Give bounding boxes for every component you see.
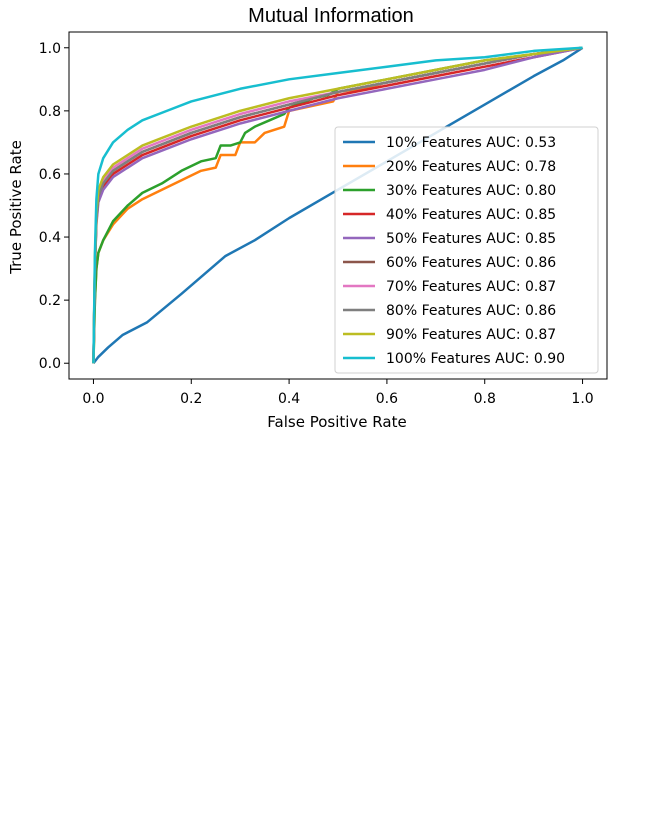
legend-label-9: 90% Features AUC: 0.87 bbox=[386, 327, 556, 343]
y-tick-label: 0.2 bbox=[39, 293, 61, 309]
x-tick-label: 0.6 bbox=[376, 391, 398, 407]
legend-label-2: 20% Features AUC: 0.78 bbox=[386, 159, 556, 175]
x-tick-label: 0.2 bbox=[180, 391, 202, 407]
legend-label-5: 50% Features AUC: 0.85 bbox=[386, 231, 556, 247]
x-axis-label: False Positive Rate bbox=[267, 413, 406, 431]
axes-frame bbox=[68, 31, 608, 380]
legend-label-6: 60% Features AUC: 0.86 bbox=[386, 255, 556, 271]
legend-label-1: 10% Features AUC: 0.53 bbox=[386, 135, 556, 151]
legend-label-10: 100% Features AUC: 0.90 bbox=[386, 351, 565, 367]
legend-label-3: 30% Features AUC: 0.80 bbox=[386, 183, 556, 199]
y-tick-label: 0.4 bbox=[39, 230, 61, 246]
legend-box bbox=[334, 126, 599, 374]
x-tick-label: 0.4 bbox=[278, 391, 300, 407]
plot-area bbox=[68, 31, 608, 380]
legend-label-4: 40% Features AUC: 0.85 bbox=[386, 207, 556, 223]
chart-title: Mutual Information bbox=[248, 5, 414, 27]
series-line-10 bbox=[92, 46, 583, 364]
x-tick-label: 0.0 bbox=[82, 391, 104, 407]
legend: 10% Features AUC: 0.53 20% Features AUC: … bbox=[334, 126, 599, 374]
y-tick-label: 0.0 bbox=[39, 356, 61, 372]
legend-items: 10% Features AUC: 0.53 20% Features AUC: … bbox=[343, 135, 565, 367]
x-tick-label: 0.8 bbox=[474, 391, 496, 407]
legend-label-7: 70% Features AUC: 0.87 bbox=[386, 279, 556, 295]
y-tick-label: 0.6 bbox=[39, 167, 61, 183]
legend-label-8: 80% Features AUC: 0.86 bbox=[386, 303, 556, 319]
y-axis: 0.0 0.2 0.4 0.6 0.8 1.0 bbox=[39, 41, 69, 372]
series-line-1 bbox=[92, 46, 584, 364]
y-tick-label: 1.0 bbox=[39, 41, 61, 57]
series-layer bbox=[92, 46, 584, 364]
y-axis-label: True Positive Rate bbox=[7, 140, 25, 275]
y-tick-label: 0.8 bbox=[39, 104, 61, 120]
x-tick-label: 1.0 bbox=[571, 391, 593, 407]
x-axis: 0.0 0.2 0.4 0.6 0.8 1.0 bbox=[82, 379, 594, 407]
